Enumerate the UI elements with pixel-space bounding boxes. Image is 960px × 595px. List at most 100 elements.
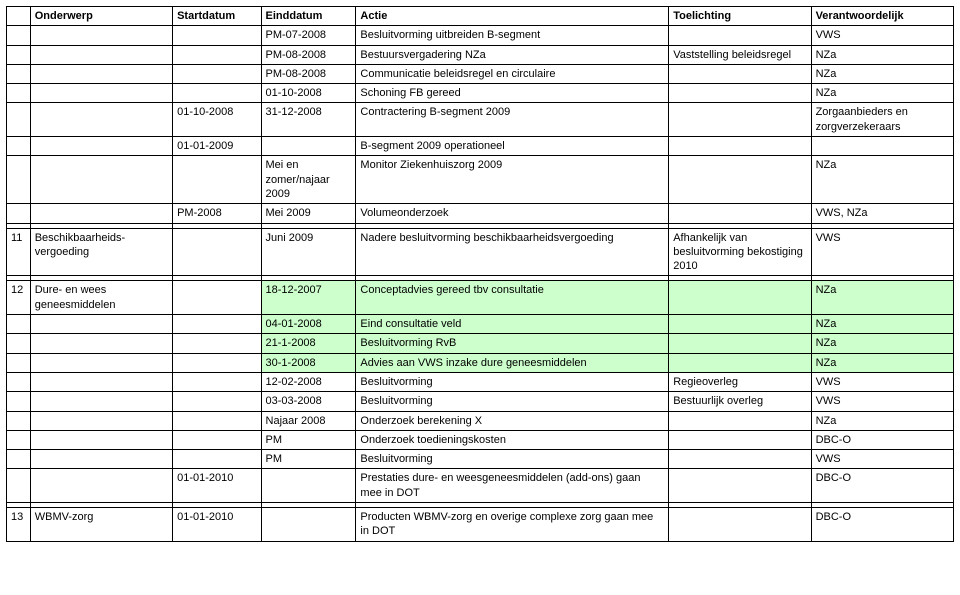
cell-startdatum: 01-01-2010 — [173, 469, 261, 503]
cell-toelichting — [669, 315, 811, 334]
cell-num — [7, 450, 31, 469]
table-row: 12-02-2008BesluitvormingRegieoverlegVWS — [7, 372, 954, 391]
cell-startdatum — [173, 430, 261, 449]
cell-toelichting — [669, 103, 811, 137]
cell-onderwerp — [30, 103, 172, 137]
table-row: PM-2008Mei 2009VolumeonderzoekVWS, NZa — [7, 204, 954, 223]
cell-einddatum: Juni 2009 — [261, 228, 356, 276]
cell-toelichting — [669, 137, 811, 156]
cell-onderwerp: WBMV-zorg — [30, 508, 172, 542]
cell-startdatum — [173, 281, 261, 315]
cell-onderwerp — [30, 26, 172, 45]
cell-actie: Besluitvorming uitbreiden B-segment — [356, 26, 669, 45]
cell-verantwoordelijk: NZa — [811, 84, 953, 103]
cell-einddatum: 30-1-2008 — [261, 353, 356, 372]
cell-onderwerp — [30, 353, 172, 372]
table-row: 11Beschikbaarheids-vergoedingJuni 2009Na… — [7, 228, 954, 276]
cell-onderwerp — [30, 372, 172, 391]
cell-verantwoordelijk: Zorgaanbieders en zorgverzekeraars — [811, 103, 953, 137]
cell-verantwoordelijk: VWS, NZa — [811, 204, 953, 223]
cell-toelichting: Regieoverleg — [669, 372, 811, 391]
cell-einddatum: Mei en zomer/najaar 2009 — [261, 156, 356, 204]
cell-num — [7, 137, 31, 156]
schedule-table: Onderwerp Startdatum Einddatum Actie Toe… — [6, 6, 954, 542]
cell-actie: Onderzoek berekening X — [356, 411, 669, 430]
cell-onderwerp — [30, 392, 172, 411]
cell-num — [7, 45, 31, 64]
cell-startdatum: 01-01-2010 — [173, 508, 261, 542]
cell-num — [7, 411, 31, 430]
cell-einddatum: PM — [261, 430, 356, 449]
cell-num — [7, 353, 31, 372]
cell-actie: Nadere besluitvorming beschikbaarheidsve… — [356, 228, 669, 276]
cell-onderwerp — [30, 84, 172, 103]
cell-toelichting: Bestuurlijk overleg — [669, 392, 811, 411]
cell-einddatum: Najaar 2008 — [261, 411, 356, 430]
cell-num — [7, 204, 31, 223]
cell-onderwerp — [30, 64, 172, 83]
table-row: 04-01-2008Eind consultatie veldNZa — [7, 315, 954, 334]
table-row: Mei en zomer/najaar 2009Monitor Ziekenhu… — [7, 156, 954, 204]
cell-startdatum — [173, 450, 261, 469]
cell-toelichting — [669, 84, 811, 103]
table-row: 01-01-2009B-segment 2009 operationeel — [7, 137, 954, 156]
cell-einddatum: PM-08-2008 — [261, 64, 356, 83]
cell-startdatum: 01-10-2008 — [173, 103, 261, 137]
cell-verantwoordelijk: NZa — [811, 64, 953, 83]
cell-einddatum: 01-10-2008 — [261, 84, 356, 103]
cell-einddatum — [261, 137, 356, 156]
cell-num — [7, 430, 31, 449]
cell-einddatum: 03-03-2008 — [261, 392, 356, 411]
table-row: PMOnderzoek toedieningskostenDBC-O — [7, 430, 954, 449]
cell-num — [7, 103, 31, 137]
cell-einddatum: 31-12-2008 — [261, 103, 356, 137]
col-einddatum-header: Einddatum — [261, 7, 356, 26]
cell-onderwerp — [30, 204, 172, 223]
cell-actie: Eind consultatie veld — [356, 315, 669, 334]
cell-onderwerp — [30, 334, 172, 353]
cell-num — [7, 84, 31, 103]
cell-actie: Bestuursvergadering NZa — [356, 45, 669, 64]
table-row: PM-08-2008Communicatie beleidsregel en c… — [7, 64, 954, 83]
cell-einddatum: PM — [261, 450, 356, 469]
cell-actie: Advies aan VWS inzake dure geneesmiddele… — [356, 353, 669, 372]
cell-toelichting — [669, 430, 811, 449]
cell-einddatum: 18-12-2007 — [261, 281, 356, 315]
cell-onderwerp — [30, 430, 172, 449]
cell-toelichting: Vaststelling beleidsregel — [669, 45, 811, 64]
cell-einddatum: 12-02-2008 — [261, 372, 356, 391]
cell-onderwerp — [30, 469, 172, 503]
cell-startdatum — [173, 372, 261, 391]
cell-toelichting — [669, 281, 811, 315]
cell-actie: Contractering B-segment 2009 — [356, 103, 669, 137]
cell-verantwoordelijk: DBC-O — [811, 469, 953, 503]
cell-onderwerp: Dure- en wees geneesmiddelen — [30, 281, 172, 315]
cell-startdatum — [173, 411, 261, 430]
cell-startdatum — [173, 228, 261, 276]
col-toelichting-header: Toelichting — [669, 7, 811, 26]
cell-num — [7, 156, 31, 204]
cell-onderwerp: Beschikbaarheids-vergoeding — [30, 228, 172, 276]
cell-num — [7, 64, 31, 83]
cell-einddatum: 04-01-2008 — [261, 315, 356, 334]
cell-num — [7, 26, 31, 45]
cell-actie: Communicatie beleidsregel en circulaire — [356, 64, 669, 83]
cell-num — [7, 315, 31, 334]
cell-num: 13 — [7, 508, 31, 542]
cell-onderwerp — [30, 315, 172, 334]
cell-actie: Besluitvorming — [356, 392, 669, 411]
cell-verantwoordelijk: NZa — [811, 411, 953, 430]
cell-onderwerp — [30, 450, 172, 469]
table-row: 13WBMV-zorg01-01-2010Producten WBMV-zorg… — [7, 508, 954, 542]
cell-num — [7, 334, 31, 353]
cell-actie: Monitor Ziekenhuiszorg 2009 — [356, 156, 669, 204]
cell-actie: Conceptadvies gereed tbv consultatie — [356, 281, 669, 315]
cell-num: 12 — [7, 281, 31, 315]
cell-startdatum — [173, 334, 261, 353]
cell-startdatum — [173, 353, 261, 372]
table-row: 30-1-2008Advies aan VWS inzake dure gene… — [7, 353, 954, 372]
cell-einddatum — [261, 469, 356, 503]
table-header-row: Onderwerp Startdatum Einddatum Actie Toe… — [7, 7, 954, 26]
table-row: 01-10-200831-12-2008Contractering B-segm… — [7, 103, 954, 137]
cell-einddatum: Mei 2009 — [261, 204, 356, 223]
